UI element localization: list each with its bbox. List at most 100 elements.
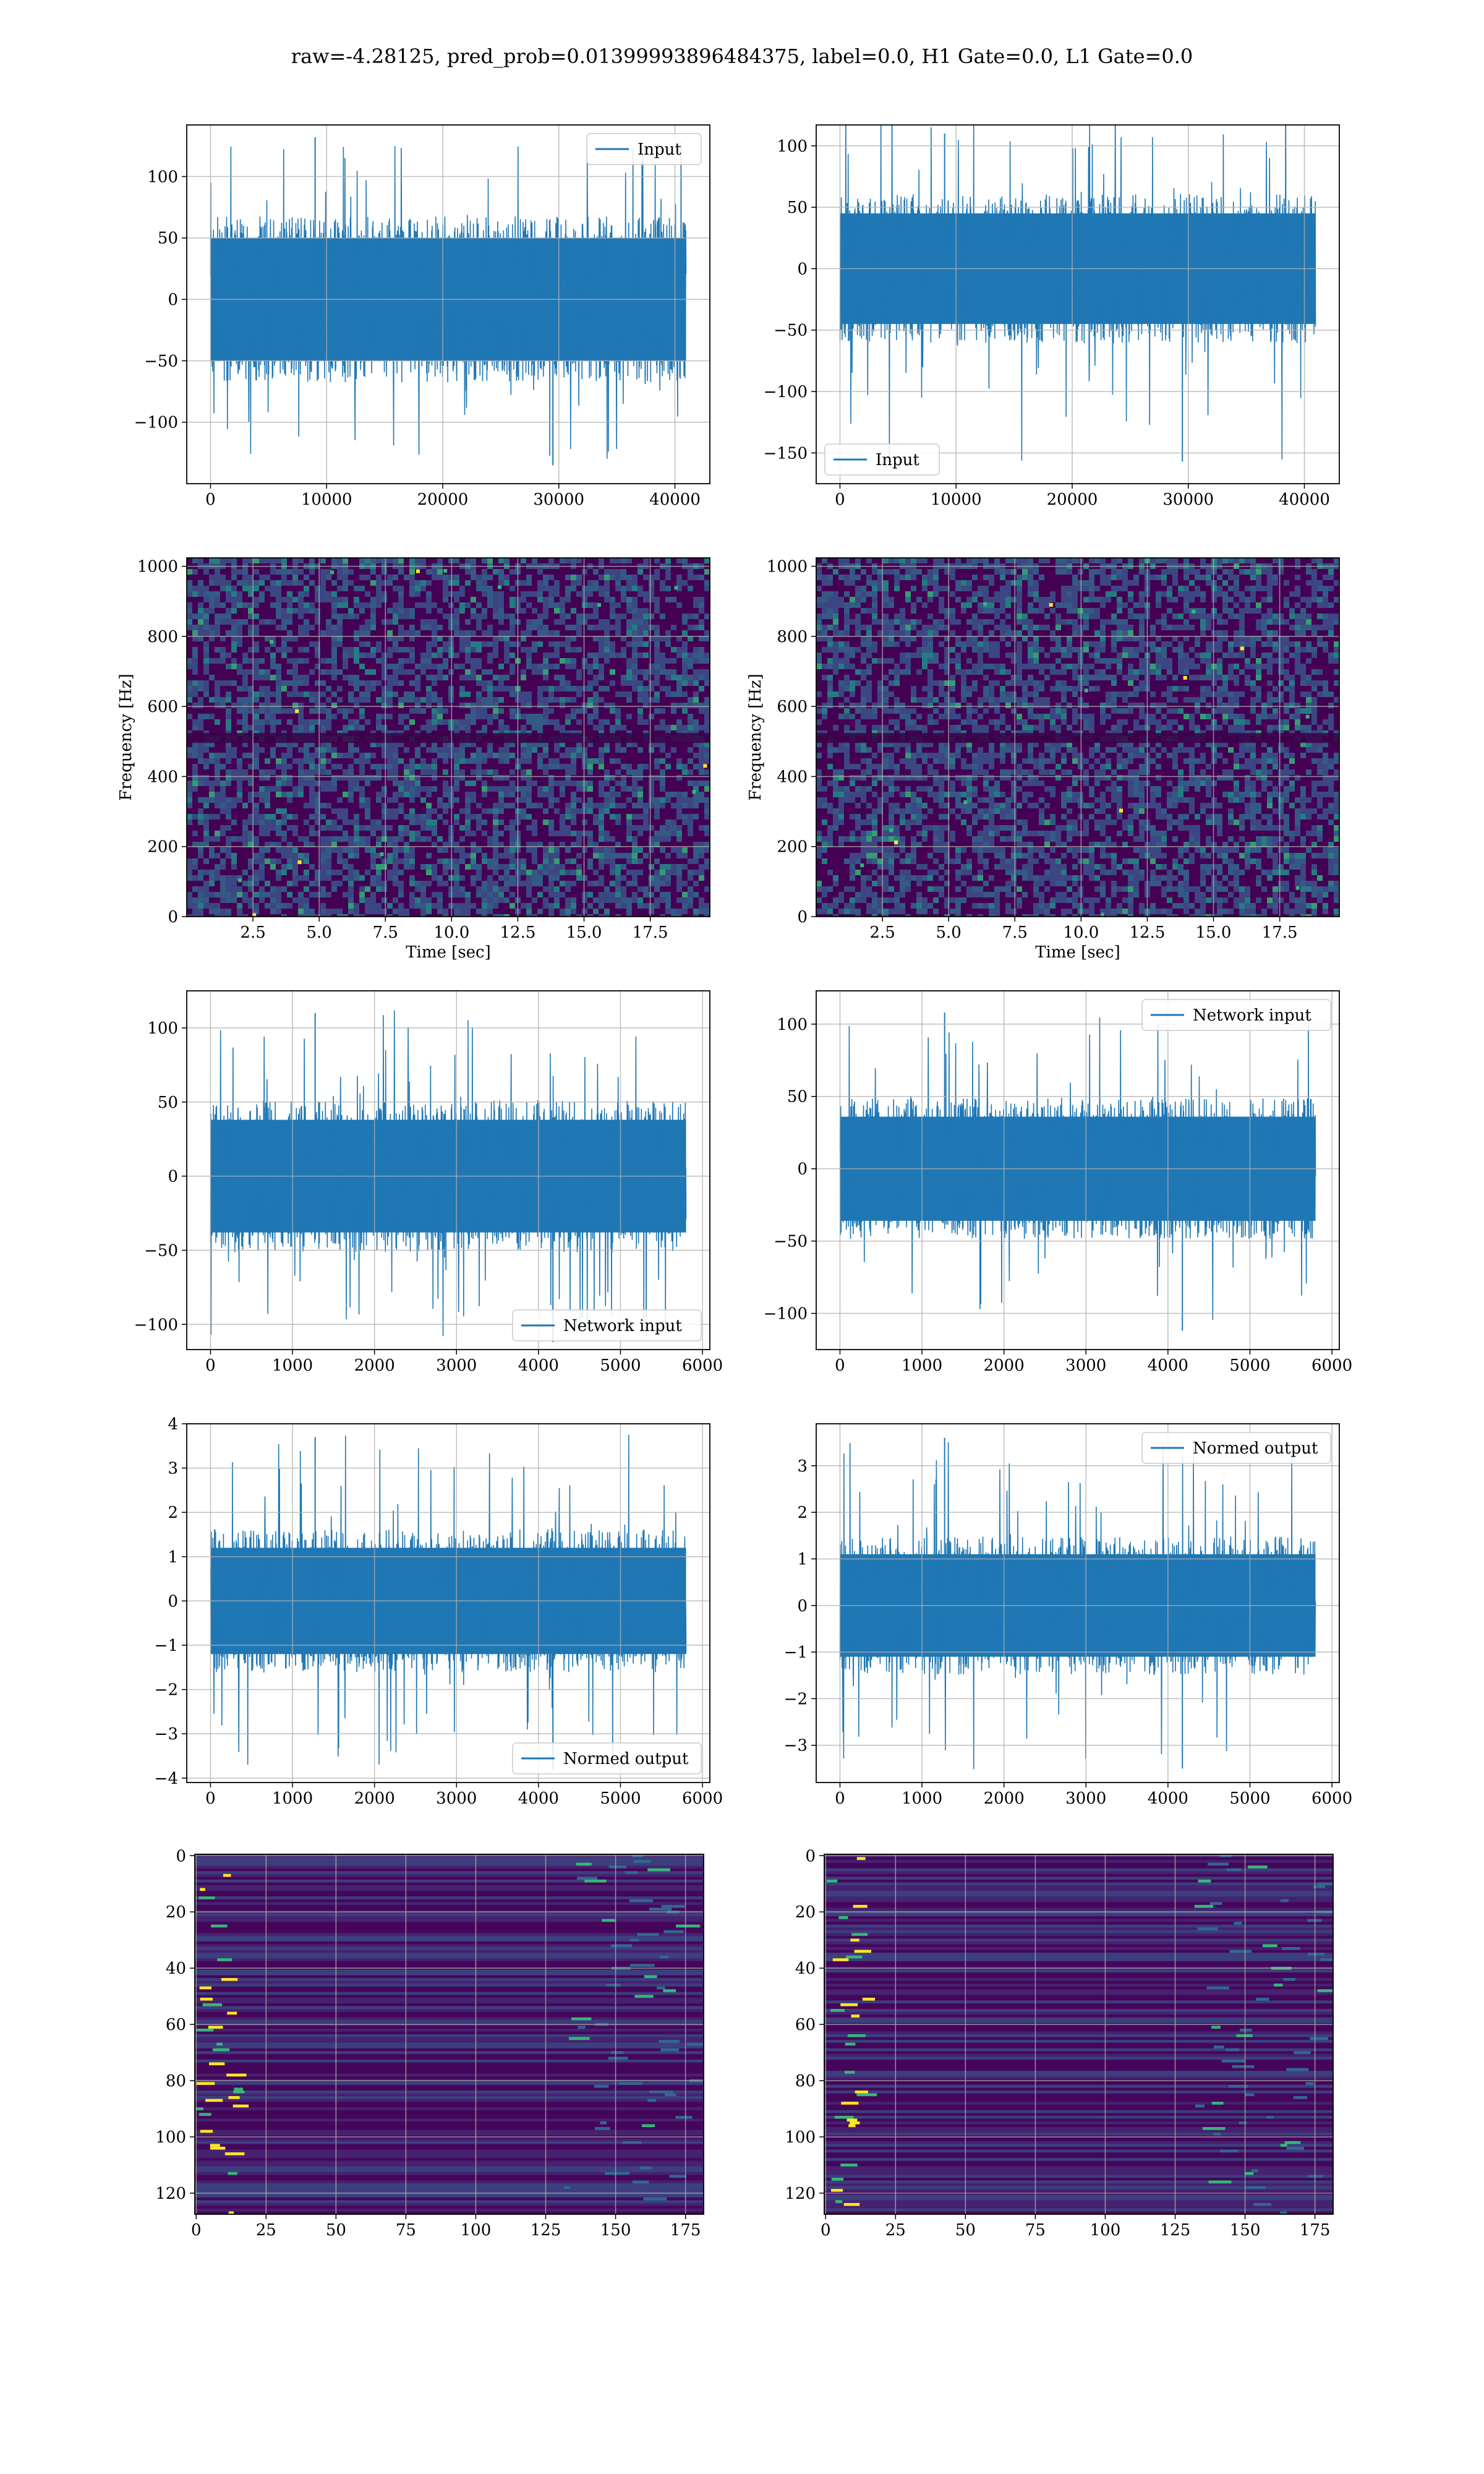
x-tick-label: 17.5 [633, 923, 668, 942]
x-tick-label: 7.5 [373, 923, 398, 942]
plot-area [816, 1424, 1339, 1783]
x-tick-label: 3000 [1065, 1789, 1106, 1808]
spectral-hotspot [380, 852, 384, 857]
plot-area [816, 125, 1339, 484]
y-tick-label: 3 [797, 1457, 808, 1476]
x-tick-label: 17.5 [1262, 923, 1298, 942]
y-tick-label: −100 [134, 1316, 178, 1334]
plot-area [187, 558, 710, 917]
spectral-hotspot [860, 863, 864, 868]
signal-line [210, 1434, 687, 1768]
legend-label: Input [876, 451, 919, 469]
y-tick-label: −2 [784, 1690, 808, 1708]
plot-area [187, 991, 710, 1350]
spectral-hotspot [597, 603, 602, 607]
y-tick-label: 3 [168, 1460, 178, 1478]
signal-line [839, 1442, 1316, 1770]
y-tick-label: −1 [784, 1643, 808, 1662]
x-tick-label: 6000 [1311, 1789, 1352, 1808]
chart-h1-input: 0 10000 20000 30000 40000 −100 −50 0 50 100 Input [134, 124, 710, 509]
spectral-hotspot [416, 569, 420, 573]
spectral-hotspot [674, 586, 678, 590]
y-tick-label: 120 [155, 2185, 186, 2203]
y-tick-label: 120 [785, 2185, 816, 2203]
axes-frame [186, 124, 710, 484]
x-tick-label: 6000 [682, 1356, 723, 1375]
spectral-hotspot [270, 640, 274, 644]
spectral-hotspot [297, 860, 302, 865]
axes-frame [186, 1423, 710, 1783]
y-axis-label: Frequency [Hz] [746, 674, 765, 801]
y-tick-label: 2 [168, 1504, 178, 1522]
x-tick-label: 2000 [984, 1789, 1025, 1808]
spectral-hotspot [252, 913, 257, 917]
y-tick-label: 600 [147, 698, 178, 716]
legend-label: Network input [1193, 1006, 1311, 1025]
axes-frame [186, 990, 710, 1350]
y-tick-label: 80 [166, 2072, 186, 2091]
x-tick-label: 10000 [301, 490, 352, 509]
x-tick-label: 1000 [902, 1356, 942, 1375]
legend: Normed output [1141, 1432, 1331, 1464]
legend-box [824, 443, 940, 476]
y-tick-label: 0 [805, 1847, 816, 1865]
y-tick-label: −50 [774, 322, 808, 340]
y-tick-label: 0 [168, 1592, 178, 1611]
x-tick-label: 5.0 [936, 923, 961, 942]
y-tick-label: 100 [785, 2128, 816, 2147]
y-tick-label: 4 [168, 1415, 178, 1434]
axes-frame [816, 990, 1340, 1350]
y-tick-label: 100 [777, 1016, 808, 1034]
spectral-hotspot [889, 828, 893, 833]
legend: Input [824, 443, 940, 476]
x-tick-label: 0 [835, 1356, 845, 1375]
y-tick-label: −100 [764, 1305, 808, 1324]
chart-l1-normed-output: 0 1000 2000 3000 4000 5000 6000 −3 −2 −1 0 1 2 3 Norme… [784, 1423, 1352, 1808]
legend: Network input [1141, 999, 1331, 1031]
y-tick-label: 100 [777, 137, 808, 156]
y-tick-label: 1000 [767, 558, 808, 576]
x-tick-label: 5000 [1229, 1356, 1270, 1375]
x-tick-label: 20000 [1047, 490, 1098, 509]
x-tick-label: 2.5 [869, 923, 895, 942]
axes-frame [816, 124, 1340, 484]
y-tick-label: 50 [787, 1088, 808, 1106]
legend-box [512, 1742, 702, 1774]
chart-h1-feature-map: 0 25 50 75 100 125 150 175 0 20 40 60 80 100 120 [155, 1847, 704, 2240]
x-axis-label: Time [sec] [406, 943, 491, 962]
line-artifact-band [187, 733, 710, 743]
y-tick-label: 80 [795, 2072, 816, 2091]
x-tick-label: 25 [256, 2221, 276, 2240]
y-tick-label: 0 [797, 908, 808, 927]
y-tick-label: 0 [797, 1160, 808, 1179]
signal-line [210, 1010, 687, 1337]
spectral-hotspot [295, 709, 299, 713]
chart-l1-network-input: 0 1000 2000 3000 4000 5000 6000 −100 −50 0 50 100 Ne… [764, 990, 1352, 1375]
y-tick-label: 60 [166, 2016, 186, 2034]
x-tick-label: 2000 [984, 1356, 1025, 1375]
y-tick-label: 0 [168, 908, 178, 927]
y-tick-label: 0 [168, 291, 178, 309]
axes-frame [194, 1854, 704, 2215]
legend-box [1141, 1432, 1331, 1464]
x-tick-label: 50 [955, 2221, 976, 2240]
x-tick-label: 0 [835, 490, 845, 509]
legend-label: Normed output [1193, 1439, 1318, 1458]
chart-h1-network-input: 0 1000 2000 3000 4000 5000 6000 −100 −50 0 50 100 Ne… [134, 990, 723, 1375]
spectral-hotspot [443, 568, 448, 573]
x-tick-label: 150 [1230, 2221, 1261, 2240]
x-tick-label: 6000 [682, 1789, 723, 1808]
x-tick-label: 5000 [600, 1789, 641, 1808]
spectral-hotspot [1295, 886, 1300, 890]
x-tick-label: 1000 [272, 1789, 313, 1808]
x-tick-label: 12.5 [500, 923, 535, 942]
x-tick-label: 2.5 [240, 923, 265, 942]
x-tick-label: 4000 [1148, 1789, 1188, 1808]
x-tick-label: 0 [191, 2221, 202, 2240]
legend-box [512, 1309, 702, 1342]
legend-label: Input [638, 140, 681, 159]
y-tick-label: 50 [158, 229, 178, 248]
plot-area [816, 558, 1339, 917]
y-tick-label: −150 [764, 444, 808, 463]
legend-label: Normed output [563, 1750, 689, 1768]
